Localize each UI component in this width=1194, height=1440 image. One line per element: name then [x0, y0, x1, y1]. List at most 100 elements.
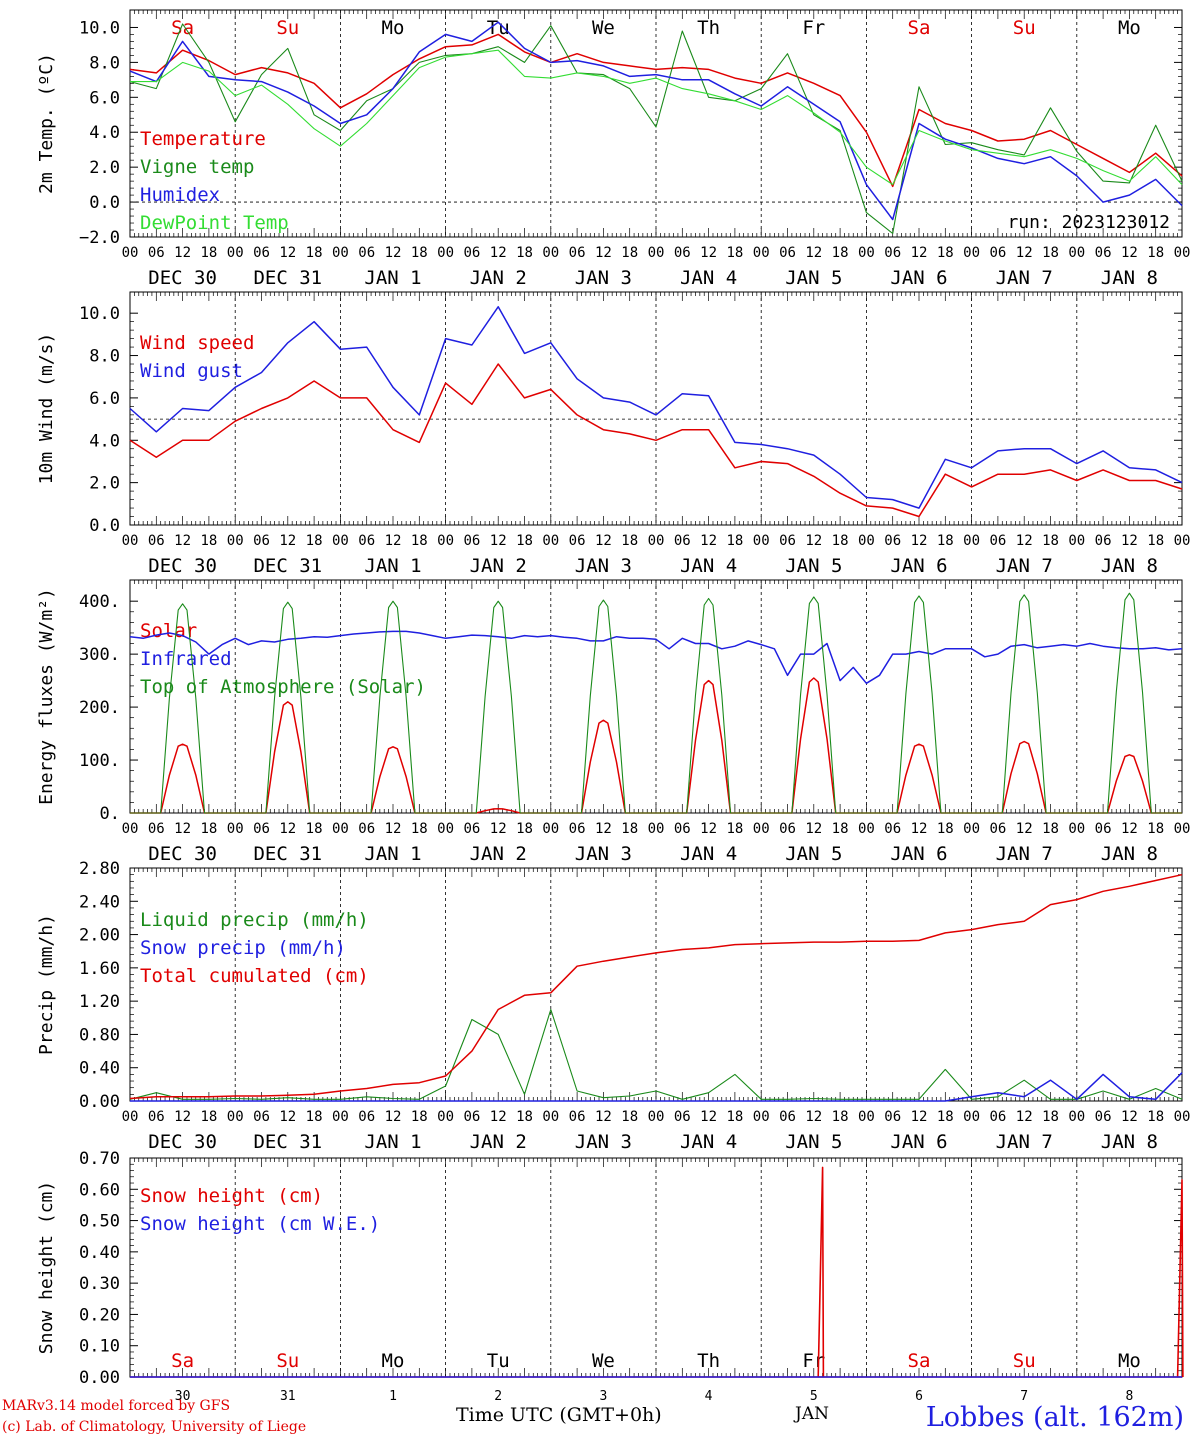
hour-tick-label: 18	[621, 1109, 638, 1125]
hour-tick-label: 12	[911, 245, 928, 261]
hour-tick-label: 06	[358, 533, 375, 549]
hour-tick-label: 06	[358, 1109, 375, 1125]
day-label: DEC 31	[253, 843, 322, 865]
y-tick-label: 2.40	[79, 892, 120, 912]
y-tick-label: 10.0	[79, 18, 120, 38]
hour-tick-label: 00	[1068, 821, 1085, 837]
hour-tick-label: 12	[174, 533, 191, 549]
y-tick-label: 0.10	[79, 1337, 120, 1357]
day-label: JAN 7	[996, 267, 1053, 289]
hour-tick-label: 12	[279, 245, 296, 261]
weekday-label: Th	[697, 17, 720, 39]
day-label: JAN 7	[996, 555, 1053, 577]
day-label: JAN 3	[575, 843, 632, 865]
hour-tick-label: 06	[253, 821, 270, 837]
y-tick-label: 8.0	[89, 347, 120, 367]
hour-tick-label: 00	[648, 533, 665, 549]
day-number-label: 8	[1125, 1389, 1133, 1404]
weekday-label: Su	[1013, 1350, 1036, 1372]
hour-tick-label: 06	[463, 1109, 480, 1125]
day-label: JAN 1	[364, 267, 421, 289]
day-number-label: 1	[389, 1389, 397, 1404]
hour-tick-label: 00	[648, 1109, 665, 1125]
y-tick-label: 0.	[100, 804, 120, 824]
hour-tick-label: 06	[1095, 1109, 1112, 1125]
hour-tick-label: 06	[674, 245, 691, 261]
hour-tick-label: 12	[595, 245, 612, 261]
hour-tick-label: 12	[700, 821, 717, 837]
hour-tick-label: 18	[200, 533, 217, 549]
hour-tick-label: 12	[911, 821, 928, 837]
hour-tick-label: 00	[753, 821, 770, 837]
hour-tick-label: 18	[621, 821, 638, 837]
weekday-label: Tu	[487, 17, 510, 39]
hour-tick-label: 12	[911, 1109, 928, 1125]
weekday-label: Tu	[487, 1350, 510, 1372]
series-top-of-atmosphere-solar	[130, 592, 1182, 814]
hour-tick-label: 00	[332, 245, 349, 261]
weekday-label: Sa	[908, 17, 931, 39]
weekday-label: Mo	[1118, 1350, 1141, 1372]
hour-tick-label: 00	[1068, 245, 1085, 261]
day-label: JAN 6	[890, 555, 947, 577]
series-wind-gust	[129, 306, 1183, 509]
hour-tick-label: 12	[805, 245, 822, 261]
hour-tick-label: 18	[200, 821, 217, 837]
series-vigne-temp	[129, 23, 1183, 235]
hour-tick-label: 12	[174, 245, 191, 261]
y-tick-label: 1.20	[79, 992, 120, 1012]
day-label: JAN 5	[785, 555, 842, 577]
hour-tick-label: 00	[542, 245, 559, 261]
legend-entry: Infrared	[140, 648, 232, 670]
hour-tick-label: 06	[989, 821, 1006, 837]
y-axis-label: Energy fluxes (W/m²)	[36, 588, 57, 805]
day-label: JAN 4	[680, 1131, 737, 1153]
day-label: DEC 31	[253, 555, 322, 577]
hour-tick-label: 18	[726, 1109, 743, 1125]
hour-tick-label: 18	[516, 533, 533, 549]
y-tick-label: 4.0	[89, 431, 120, 451]
day-label: JAN 3	[575, 555, 632, 577]
hour-tick-label: 00	[227, 533, 244, 549]
hour-tick-label: 18	[937, 821, 954, 837]
day-label: JAN 3	[575, 267, 632, 289]
hour-tick-label: 06	[884, 533, 901, 549]
weekday-label: Mo	[382, 17, 405, 39]
hour-tick-label: 00	[1068, 533, 1085, 549]
legend-entry: Temperature	[140, 128, 266, 150]
hour-tick-label: 18	[1042, 1109, 1059, 1125]
y-tick-label: 0.0	[89, 516, 120, 536]
weekday-label: Mo	[382, 1350, 405, 1372]
hour-tick-label: 00	[227, 1109, 244, 1125]
series-total-cumulated-cm	[129, 873, 1183, 1100]
y-tick-label: 0.80	[79, 1025, 120, 1045]
legend-entry: Vigne temp	[140, 156, 254, 178]
hour-tick-label: 06	[1095, 821, 1112, 837]
hour-tick-label: 00	[963, 821, 980, 837]
y-axis-label: Snow height (cm)	[36, 1181, 57, 1354]
day-label: JAN 5	[785, 843, 842, 865]
hour-tick-label: 18	[411, 533, 428, 549]
hour-tick-label: 12	[805, 821, 822, 837]
y-tick-label: 2.80	[79, 859, 120, 879]
hour-tick-label: 12	[490, 821, 507, 837]
hour-tick-label: 06	[148, 533, 165, 549]
hour-tick-label: 00	[753, 533, 770, 549]
y-tick-label: 0.00	[79, 1368, 120, 1388]
y-tick-label: −2.0	[79, 228, 120, 248]
weekday-label: Sa	[908, 1350, 931, 1372]
y-axis-label: 10m Wind (m/s)	[36, 333, 57, 485]
hour-tick-label: 12	[490, 533, 507, 549]
hour-tick-label: 12	[279, 821, 296, 837]
hour-tick-label: 00	[963, 245, 980, 261]
hour-tick-label: 18	[306, 245, 323, 261]
hour-tick-label: 18	[832, 245, 849, 261]
x-axis-title: Time UTC (GMT+0h)	[456, 1404, 662, 1426]
hour-tick-label: 00	[858, 533, 875, 549]
day-label: JAN 2	[470, 843, 527, 865]
hour-tick-label: 18	[1042, 533, 1059, 549]
hour-tick-label: 18	[306, 1109, 323, 1125]
hour-tick-label: 06	[1095, 245, 1112, 261]
hour-tick-label: 06	[253, 245, 270, 261]
hour-tick-label: 00	[963, 1109, 980, 1125]
